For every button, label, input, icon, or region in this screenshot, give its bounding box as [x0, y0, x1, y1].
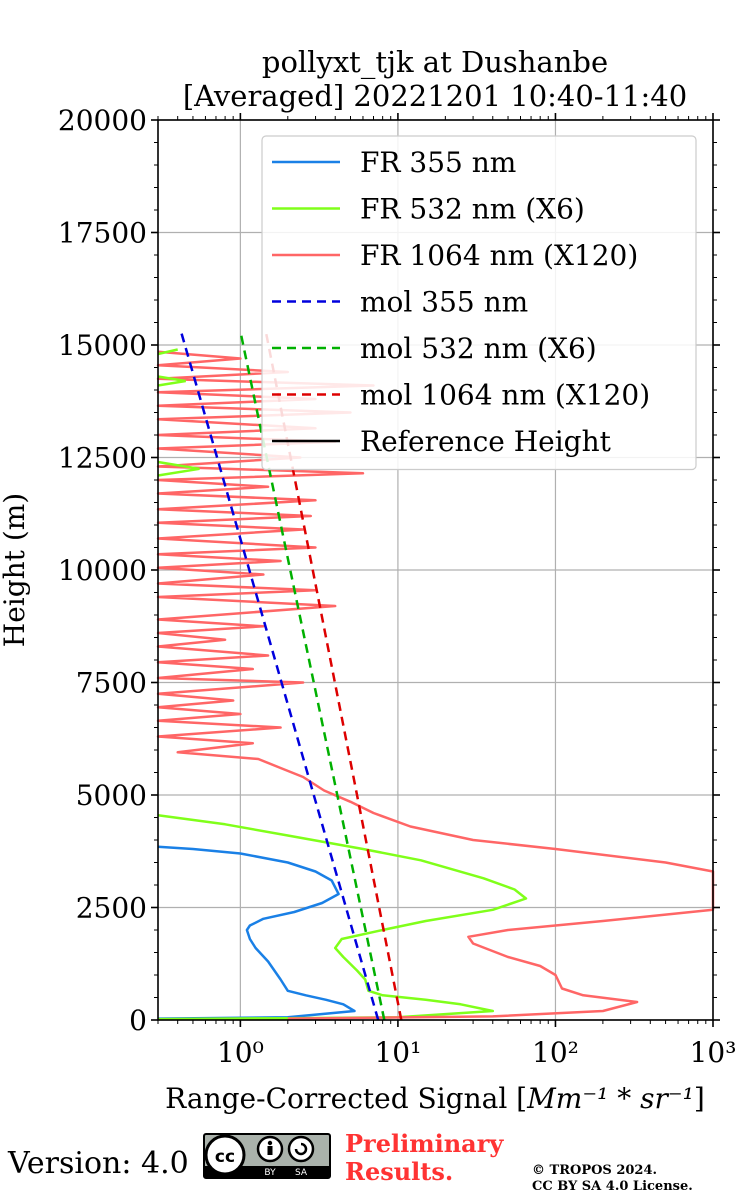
y-tick-label: 2500 — [76, 892, 147, 925]
svg-text:BY: BY — [264, 1168, 276, 1178]
series-fr-532-nm-x6 — [157, 814, 528, 1021]
y-tick-label: 0 — [129, 1004, 147, 1037]
svg-text:SA: SA — [295, 1168, 308, 1178]
x-axis-label: Range-Corrected Signal [Mm⁻¹ * sr⁻¹] — [165, 1082, 705, 1115]
x-tick-label: 10¹ — [374, 1036, 421, 1069]
legend-label: Reference Height — [360, 425, 612, 458]
chart-title-line2: [Averaged] 20221201 10:40-11:40 — [183, 79, 687, 113]
y-tick-label: 10000 — [58, 554, 147, 587]
series-fr-532-edge-c — [157, 348, 178, 356]
preliminary-line2: Results. — [345, 1157, 454, 1186]
x-axis-label-text: Range-Corrected Signal [ — [165, 1082, 527, 1115]
y-tick-label: 17500 — [58, 217, 147, 250]
x-axis-label-close: ] — [694, 1082, 705, 1115]
legend-label: mol 355 nm — [360, 286, 528, 319]
chart: 0 2500 5000 7500 10000 12500 15000 17500 20000 10… — [0, 45, 737, 1115]
preliminary-notice: Preliminary Results. — [345, 1130, 503, 1186]
legend: FR 355 nm FR 532 nm (X6) FR 1064 nm (X120)… — [261, 135, 697, 471]
x-tick-label: 10³ — [690, 1036, 737, 1069]
version-label: Version: 4.0 — [8, 1146, 189, 1181]
copyright-line1: © TROPOS 2024. — [532, 1163, 658, 1178]
series-mol-1064-nm-x120 — [264, 331, 403, 1021]
y-tick-label: 20000 — [58, 104, 147, 137]
series-fr-532-edge-b — [157, 375, 186, 387]
y-tick-label: 15000 — [58, 329, 147, 362]
x-tick-label: 10⁰ — [217, 1036, 264, 1069]
legend-label: FR 1064 nm (X120) — [360, 239, 638, 272]
legend-label: mol 532 nm (X6) — [360, 332, 597, 365]
svg-text:cc: cc — [215, 1147, 235, 1167]
legend-label: FR 532 nm (X6) — [360, 193, 585, 226]
y-axis-label: Height (m) — [0, 493, 31, 647]
y-tick-label: 5000 — [76, 779, 147, 812]
legend-label: mol 1064 nm (X120) — [360, 379, 650, 412]
copyright-notice: © TROPOS 2024. CC BY SA 4.0 License. — [532, 1163, 693, 1195]
copyright-line2: CC BY SA 4.0 License. — [532, 1179, 693, 1194]
cc-by-sa-logo: cc BY SA — [203, 1133, 331, 1179]
y-tick-label: 7500 — [76, 667, 147, 700]
legend-label: FR 355 nm — [360, 146, 516, 179]
legend-box — [261, 135, 697, 471]
x-tick-label: 10² — [532, 1036, 579, 1069]
y-tick-label: 12500 — [58, 442, 147, 475]
series-fr-355-nm — [157, 845, 356, 1020]
series-fr-532-edge-a — [157, 460, 200, 477]
axis-ticks: 0 2500 5000 7500 10000 12500 15000 17500 20000 10… — [58, 104, 737, 1069]
x-axis-label-unit: Mm⁻¹ * sr⁻¹ — [526, 1082, 694, 1115]
preliminary-line1: Preliminary — [345, 1129, 504, 1158]
chart-title-line1: pollyxt_tjk at Dushanbe — [262, 45, 608, 80]
